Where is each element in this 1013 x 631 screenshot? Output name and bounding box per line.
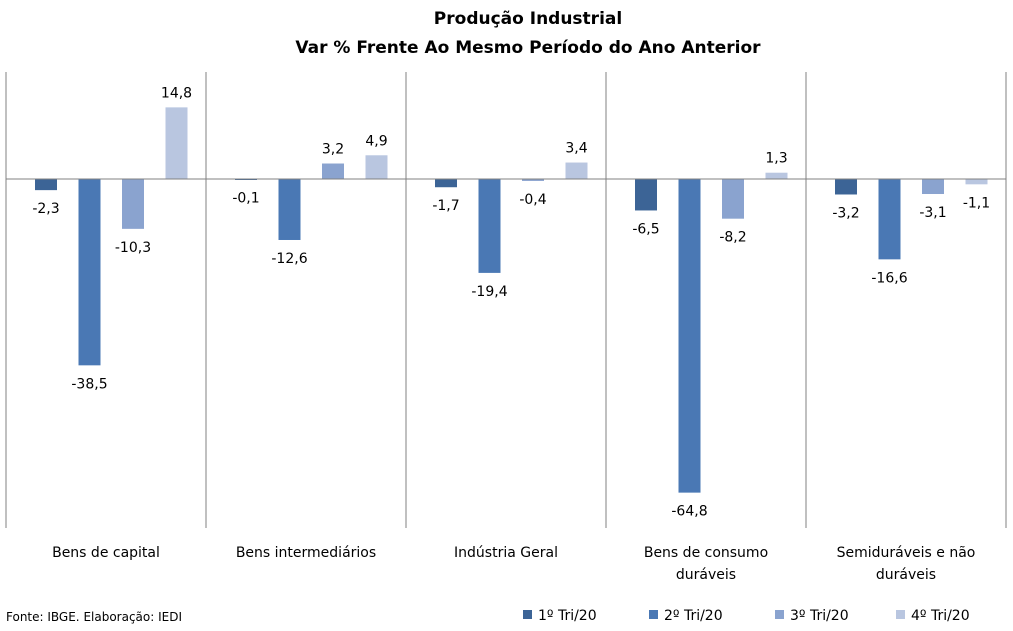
legend-label: 4º Tri/20 [911, 608, 970, 624]
data-label: -2,3 [32, 201, 59, 217]
data-label: 1,3 [765, 151, 787, 167]
data-label: -1,7 [432, 198, 459, 214]
legend-swatch [775, 610, 784, 619]
bar [922, 179, 944, 195]
bar [522, 179, 544, 181]
legend-swatch [896, 610, 905, 619]
data-label: -3,2 [832, 205, 859, 221]
bar [478, 179, 501, 273]
plot-area: -2,3 -0,1 -1,7 -6,5 -3,2 -38,5 -12,6 -19,4 -64,8… [5, 72, 1007, 583]
bar [365, 155, 388, 179]
bar [322, 163, 344, 179]
data-label: -1,1 [963, 195, 990, 211]
data-label: -19,4 [471, 284, 507, 300]
bar [635, 179, 657, 211]
data-label: -6,5 [632, 221, 659, 237]
data-label: 3,2 [322, 142, 344, 158]
legend-label: 1º Tri/20 [538, 608, 597, 624]
data-label: 3,4 [565, 141, 587, 157]
data-label: -10,3 [115, 240, 151, 256]
category-label: duráveis [876, 567, 936, 583]
data-label: -64,8 [671, 504, 707, 520]
bar [722, 179, 744, 219]
data-label: -12,6 [271, 251, 307, 267]
category-label: Indústria Geral [454, 545, 558, 561]
bar [565, 162, 588, 179]
category-label: Semiduráveis e não [837, 545, 976, 561]
data-label: -0,1 [232, 190, 259, 206]
data-label: 14,8 [161, 85, 192, 101]
chart-subtitle: Var % Frente Ao Mesmo Período do Ano Ant… [295, 38, 761, 58]
data-label: -0,4 [519, 192, 546, 208]
bar [122, 179, 144, 229]
source-note: Fonte: IBGE. Elaboração: IEDI [6, 610, 183, 624]
legend-label: 2º Tri/20 [664, 608, 723, 624]
data-label: 4,9 [365, 133, 387, 149]
data-label: -38,5 [71, 376, 107, 392]
bar [435, 179, 457, 188]
legend-swatch [523, 610, 532, 619]
legend: 1º Tri/20 2º Tri/20 3º Tri/20 4º Tri/20 [523, 608, 970, 624]
data-label: -3,1 [919, 205, 946, 221]
data-label: -16,6 [871, 270, 907, 286]
legend-label: 3º Tri/20 [790, 608, 849, 624]
category-label: Bens de capital [52, 545, 160, 561]
bar [835, 179, 857, 195]
chart-title: Produção Industrial [434, 9, 622, 29]
bar [278, 179, 301, 240]
bar [78, 179, 101, 366]
bar [35, 179, 57, 191]
data-label: -8,2 [719, 230, 746, 246]
category-label: Bens de consumo [644, 545, 768, 561]
category-label: duráveis [676, 567, 736, 583]
bar [965, 179, 988, 185]
bar [165, 107, 188, 179]
category-label: Bens intermediários [236, 545, 376, 561]
legend-swatch [649, 610, 658, 619]
bar [678, 179, 701, 493]
bar [765, 172, 788, 179]
bar [878, 179, 901, 260]
